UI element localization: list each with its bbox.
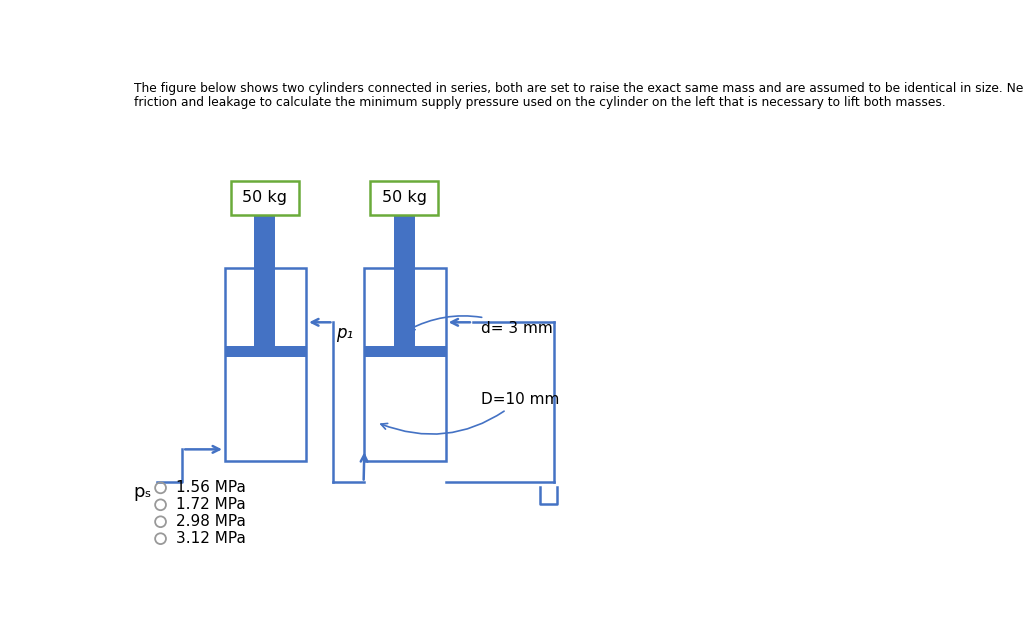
Bar	[365, 268, 445, 461]
Text: The figure below shows two cylinders connected in series, both are set to raise : The figure below shows two cylinders con…	[134, 82, 1024, 95]
Text: p₁: p₁	[336, 324, 353, 342]
Text: pₛ: pₛ	[133, 482, 152, 501]
Bar	[370, 181, 438, 215]
Bar	[230, 181, 299, 215]
Text: friction and leakage to calculate the minimum supply pressure used on the cylind: friction and leakage to calculate the mi…	[134, 96, 946, 109]
Text: D=10 mm: D=10 mm	[381, 392, 559, 434]
Bar	[225, 346, 306, 357]
Bar	[254, 215, 275, 268]
Bar	[393, 215, 415, 268]
Text: 1.56 MPa: 1.56 MPa	[176, 481, 246, 495]
Bar	[225, 268, 306, 461]
Bar	[393, 268, 415, 346]
Text: 50 kg: 50 kg	[382, 190, 427, 205]
Text: 50 kg: 50 kg	[243, 190, 288, 205]
Text: 3.12 MPa: 3.12 MPa	[176, 531, 246, 546]
Text: 1.72 MPa: 1.72 MPa	[176, 497, 246, 512]
Text: d= 3 mm: d= 3 mm	[409, 316, 552, 335]
Text: 2.98 MPa: 2.98 MPa	[176, 514, 246, 529]
Bar	[365, 346, 445, 357]
Bar	[254, 268, 275, 346]
